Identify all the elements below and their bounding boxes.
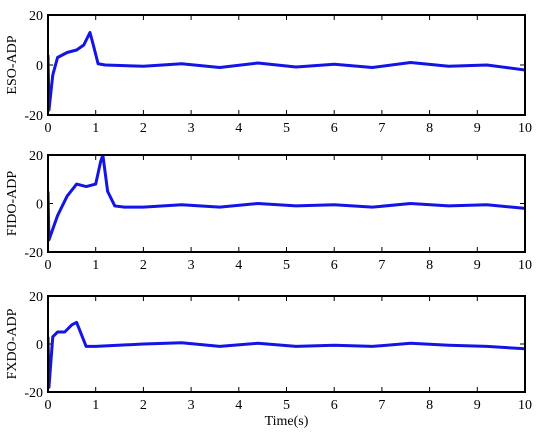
y-tick-label: -20 (24, 246, 43, 261)
x-tick-label: 3 (188, 258, 195, 273)
x-tick-label: 0 (45, 398, 52, 413)
x-tick-label: 6 (331, 121, 338, 136)
axes-box (47, 154, 526, 253)
x-tick-label: 9 (474, 398, 481, 413)
x-tick-label: 5 (283, 258, 290, 273)
y-axis-label: FIDO-ADP (5, 171, 20, 237)
x-tick-label: 1 (92, 258, 99, 273)
x-tick-label: 8 (426, 398, 433, 413)
axes-box (47, 295, 526, 393)
y-tick-label: -20 (24, 109, 43, 124)
x-tick-label: 10 (518, 398, 532, 413)
x-tick-label: 10 (518, 121, 532, 136)
x-tick-label: 0 (45, 121, 52, 136)
x-tick-label: 6 (331, 258, 338, 273)
x-tick-label: 2 (140, 258, 147, 273)
y-tick-label: 0 (36, 198, 43, 213)
y-tick-label: 20 (29, 290, 43, 305)
x-tick-label: 7 (378, 121, 385, 136)
data-line (48, 320, 525, 389)
x-tick-label: 7 (378, 258, 385, 273)
x-tick-label: 8 (426, 121, 433, 136)
x-tick-label: 3 (188, 121, 195, 136)
x-tick-label: 9 (474, 121, 481, 136)
axes-box (47, 14, 526, 116)
y-tick-label: 0 (36, 59, 43, 74)
x-axis-label: Time(s) (265, 414, 309, 429)
x-tick-label: 5 (283, 398, 290, 413)
x-tick-label: 9 (474, 258, 481, 273)
y-tick-label: 0 (36, 338, 43, 353)
data-line (48, 31, 525, 112)
x-tick-label: 2 (140, 121, 147, 136)
x-tick-label: 7 (378, 398, 385, 413)
x-tick-label: 4 (235, 258, 242, 273)
x-tick-label: 0 (45, 258, 52, 273)
y-axis-label: ESO-ADP (5, 35, 20, 94)
y-axis-label: FXDO-ADP (5, 308, 20, 379)
x-tick-label: 4 (235, 121, 242, 136)
x-tick-label: 2 (140, 398, 147, 413)
y-tick-label: 20 (29, 9, 43, 24)
y-tick-label: -20 (24, 386, 43, 401)
x-tick-label: 4 (235, 398, 242, 413)
y-tick-label: 20 (29, 149, 43, 164)
x-tick-label: 5 (283, 121, 290, 136)
x-tick-label: 3 (188, 398, 195, 413)
x-tick-label: 6 (331, 398, 338, 413)
data-line (48, 155, 525, 242)
x-tick-label: 1 (92, 398, 99, 413)
x-tick-label: 1 (92, 121, 99, 136)
x-tick-label: 10 (518, 258, 532, 273)
x-tick-label: 8 (426, 258, 433, 273)
